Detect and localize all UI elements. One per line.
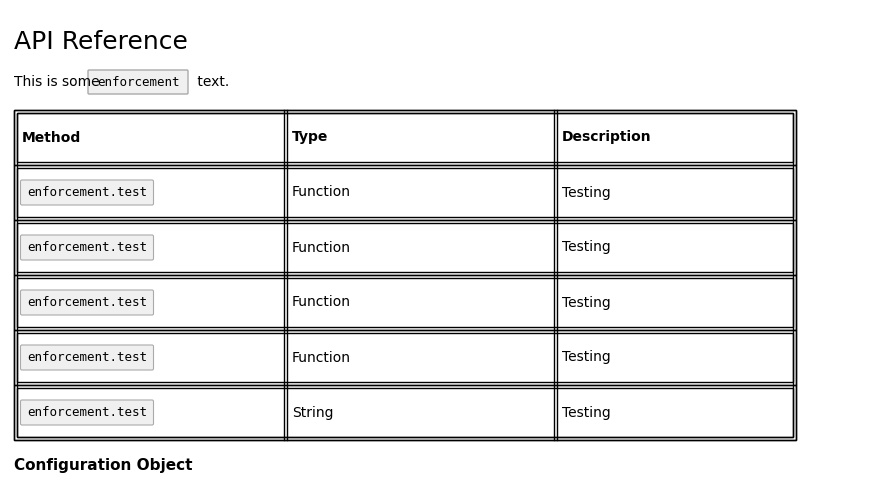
Text: Testing: Testing bbox=[562, 241, 610, 255]
Text: enforcement: enforcement bbox=[96, 75, 179, 89]
Text: Testing: Testing bbox=[562, 351, 610, 364]
FancyBboxPatch shape bbox=[20, 290, 153, 315]
FancyBboxPatch shape bbox=[20, 345, 153, 370]
Text: Function: Function bbox=[292, 351, 351, 364]
Text: Description: Description bbox=[562, 131, 652, 145]
Bar bbox=[17, 223, 793, 272]
Bar bbox=[17, 333, 793, 382]
Bar bbox=[14, 220, 796, 275]
Text: API Reference: API Reference bbox=[14, 30, 188, 54]
Bar bbox=[14, 385, 796, 440]
Text: String: String bbox=[292, 406, 333, 419]
Bar bbox=[14, 275, 796, 330]
Bar bbox=[14, 110, 796, 165]
Text: This is some: This is some bbox=[14, 75, 104, 89]
FancyBboxPatch shape bbox=[20, 180, 153, 205]
Bar bbox=[14, 330, 796, 385]
FancyBboxPatch shape bbox=[20, 400, 153, 425]
Text: Function: Function bbox=[292, 186, 351, 200]
Text: Testing: Testing bbox=[562, 296, 610, 310]
Text: enforcement.test: enforcement.test bbox=[27, 186, 147, 199]
Text: enforcement.test: enforcement.test bbox=[27, 296, 147, 309]
Bar bbox=[17, 168, 793, 217]
FancyBboxPatch shape bbox=[88, 70, 188, 94]
Text: Method: Method bbox=[22, 131, 82, 145]
FancyBboxPatch shape bbox=[20, 235, 153, 260]
Text: text.: text. bbox=[193, 75, 229, 89]
Bar bbox=[17, 388, 793, 437]
Bar bbox=[14, 165, 796, 220]
Text: Testing: Testing bbox=[562, 186, 610, 200]
Text: Configuration Object: Configuration Object bbox=[14, 458, 192, 473]
Text: Function: Function bbox=[292, 241, 351, 255]
Bar bbox=[14, 110, 796, 440]
Text: Function: Function bbox=[292, 296, 351, 310]
Text: Type: Type bbox=[292, 131, 328, 145]
Text: enforcement.test: enforcement.test bbox=[27, 351, 147, 364]
Text: enforcement.test: enforcement.test bbox=[27, 241, 147, 254]
Bar bbox=[17, 113, 793, 437]
Text: Testing: Testing bbox=[562, 406, 610, 419]
Text: enforcement.test: enforcement.test bbox=[27, 406, 147, 419]
Bar bbox=[17, 113, 793, 162]
Bar bbox=[17, 278, 793, 327]
